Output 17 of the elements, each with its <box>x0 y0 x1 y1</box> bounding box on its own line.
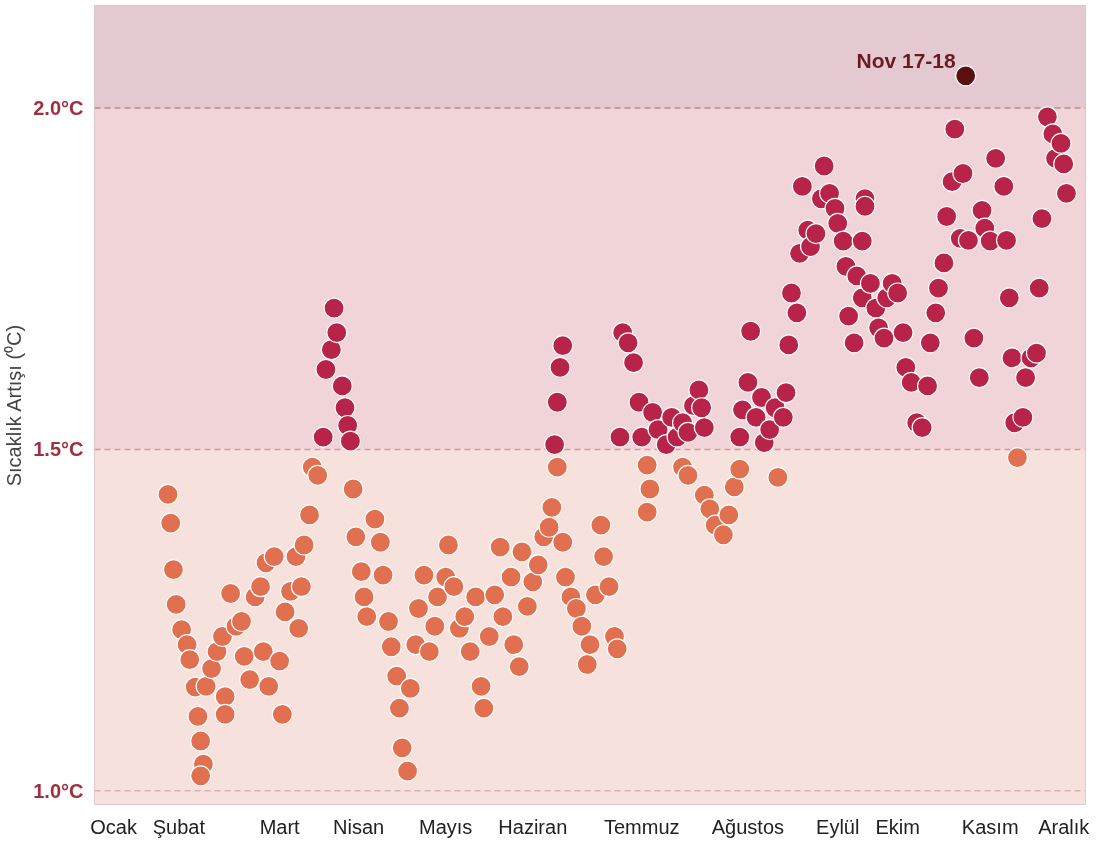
x-tick-label: Eylül <box>816 815 860 838</box>
y-axis-title: Sıcaklık Artışı (⁰C) <box>3 324 26 487</box>
x-tick-label: Mart <box>259 815 301 838</box>
x-tick-label: Kasım <box>961 815 1019 838</box>
annotation: Nov 17-18 <box>856 48 957 72</box>
x-tick-label: Mayıs <box>419 815 473 838</box>
y-tick-label: 1.0°C <box>33 779 84 802</box>
x-tick-label: Ocak <box>90 815 138 838</box>
x-tick-label: Aralık <box>1038 815 1091 838</box>
x-tick-label: Nisan <box>333 815 385 838</box>
x-tick-label: Ağustos <box>711 815 785 838</box>
x-tick-label: Ekim <box>875 815 920 838</box>
y-tick-label: 2.0°C <box>33 96 84 119</box>
x-tick-label: Haziran <box>498 815 568 838</box>
y-tick-label: 1.5°C <box>33 438 84 461</box>
x-tick-label: Şubat <box>152 815 206 838</box>
x-tick-label: Temmuz <box>603 815 680 838</box>
